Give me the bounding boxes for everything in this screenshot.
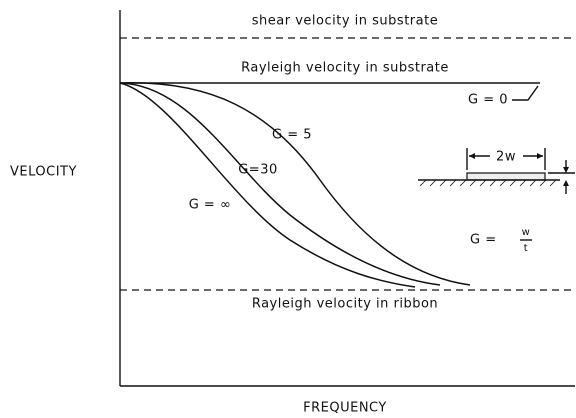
rayleigh-substrate-label: Rayleigh velocity in substrate [241,61,449,76]
leader [512,85,539,101]
inset [418,148,575,241]
rayleigh-ribbon-label: Rayleigh velocity in ribbon [252,297,438,312]
curve-g-inf [119,82,416,288]
inset-numerator: w [522,227,531,238]
curve-label: G=30 [238,163,278,178]
inset-width: 2w [496,150,516,165]
x-axis-label: FREQUENCY [303,401,387,416]
shear-label: shear velocity in substrate [252,14,438,29]
y-axis-label: VELOCITY [10,165,77,180]
curve-g-30 [119,82,441,286]
curve-label: G = 5 [272,128,312,143]
inset-denominator: t [524,243,528,254]
curve-label: G = 0 [468,93,508,108]
curve-g-5 [119,82,471,286]
curve-label: G = ∞ [189,198,232,213]
inset-ratio: G = [470,233,497,248]
